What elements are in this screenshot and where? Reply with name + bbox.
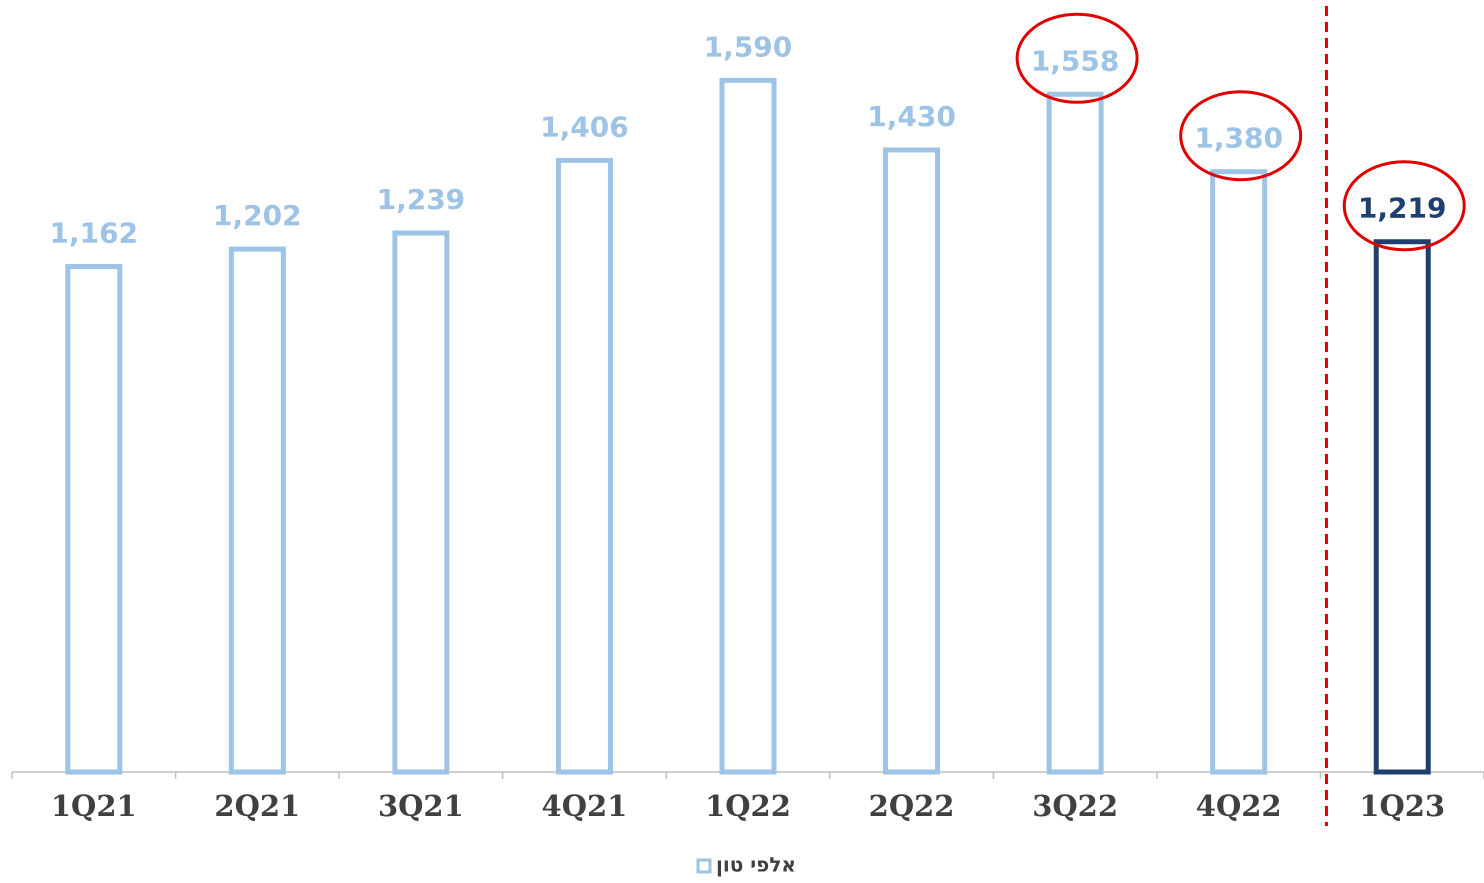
highlight-ellipse (1015, 12, 1139, 104)
value-label: 1,239 (377, 183, 466, 216)
value-label: 1,406 (540, 110, 629, 143)
value-label: 1,430 (867, 100, 956, 133)
bar (883, 147, 941, 775)
x-tick-label: 4Q21 (542, 789, 628, 823)
value-label: 1,219 (1358, 192, 1447, 225)
value-label: 1,558 (1031, 44, 1120, 77)
x-tick-label: 1Q23 (1359, 789, 1445, 823)
bar (1210, 169, 1268, 775)
x-tick-label: 3Q22 (1032, 789, 1118, 823)
bar (65, 264, 123, 775)
bar (719, 77, 777, 775)
value-label: 1,162 (49, 217, 138, 250)
x-tick-label: 3Q21 (378, 789, 464, 823)
value-label: 1,202 (213, 199, 302, 232)
x-tick-label: 1Q21 (51, 789, 137, 823)
x-tick-label: 1Q22 (705, 789, 791, 823)
bar (555, 157, 613, 775)
x-tick-label: 2Q22 (869, 789, 955, 823)
bar (228, 246, 286, 775)
legend-label: אלפי טון (716, 853, 796, 877)
legend-swatch (696, 858, 712, 874)
value-label: 1,590 (704, 30, 793, 63)
bar (1046, 91, 1104, 775)
highlight-ellipse (1342, 160, 1466, 252)
x-tick-label: 4Q22 (1196, 789, 1282, 823)
bar (1373, 239, 1431, 775)
value-label: 1,380 (1194, 122, 1283, 155)
x-tick-label: 2Q21 (214, 789, 300, 823)
highlight-ellipse (1179, 90, 1303, 182)
bar (392, 230, 450, 775)
